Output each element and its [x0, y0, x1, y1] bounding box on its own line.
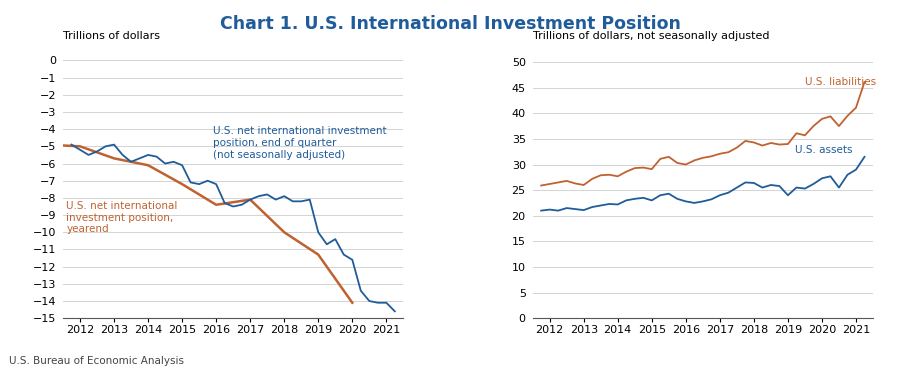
- Text: U.S. liabilities: U.S. liabilities: [805, 77, 876, 87]
- Text: Trillions of dollars: Trillions of dollars: [63, 31, 160, 41]
- Text: U.S. net international
investment position,
yearend: U.S. net international investment positi…: [67, 201, 178, 234]
- Text: U.S. Bureau of Economic Analysis: U.S. Bureau of Economic Analysis: [9, 356, 184, 366]
- Text: Trillions of dollars, not seasonally adjusted: Trillions of dollars, not seasonally adj…: [533, 31, 770, 41]
- Text: U.S. assets: U.S. assets: [795, 145, 852, 155]
- Text: U.S. net international investment
position, end of quarter
(not seasonally adjus: U.S. net international investment positi…: [212, 127, 386, 159]
- Text: Chart 1. U.S. International Investment Position: Chart 1. U.S. International Investment P…: [220, 15, 680, 33]
